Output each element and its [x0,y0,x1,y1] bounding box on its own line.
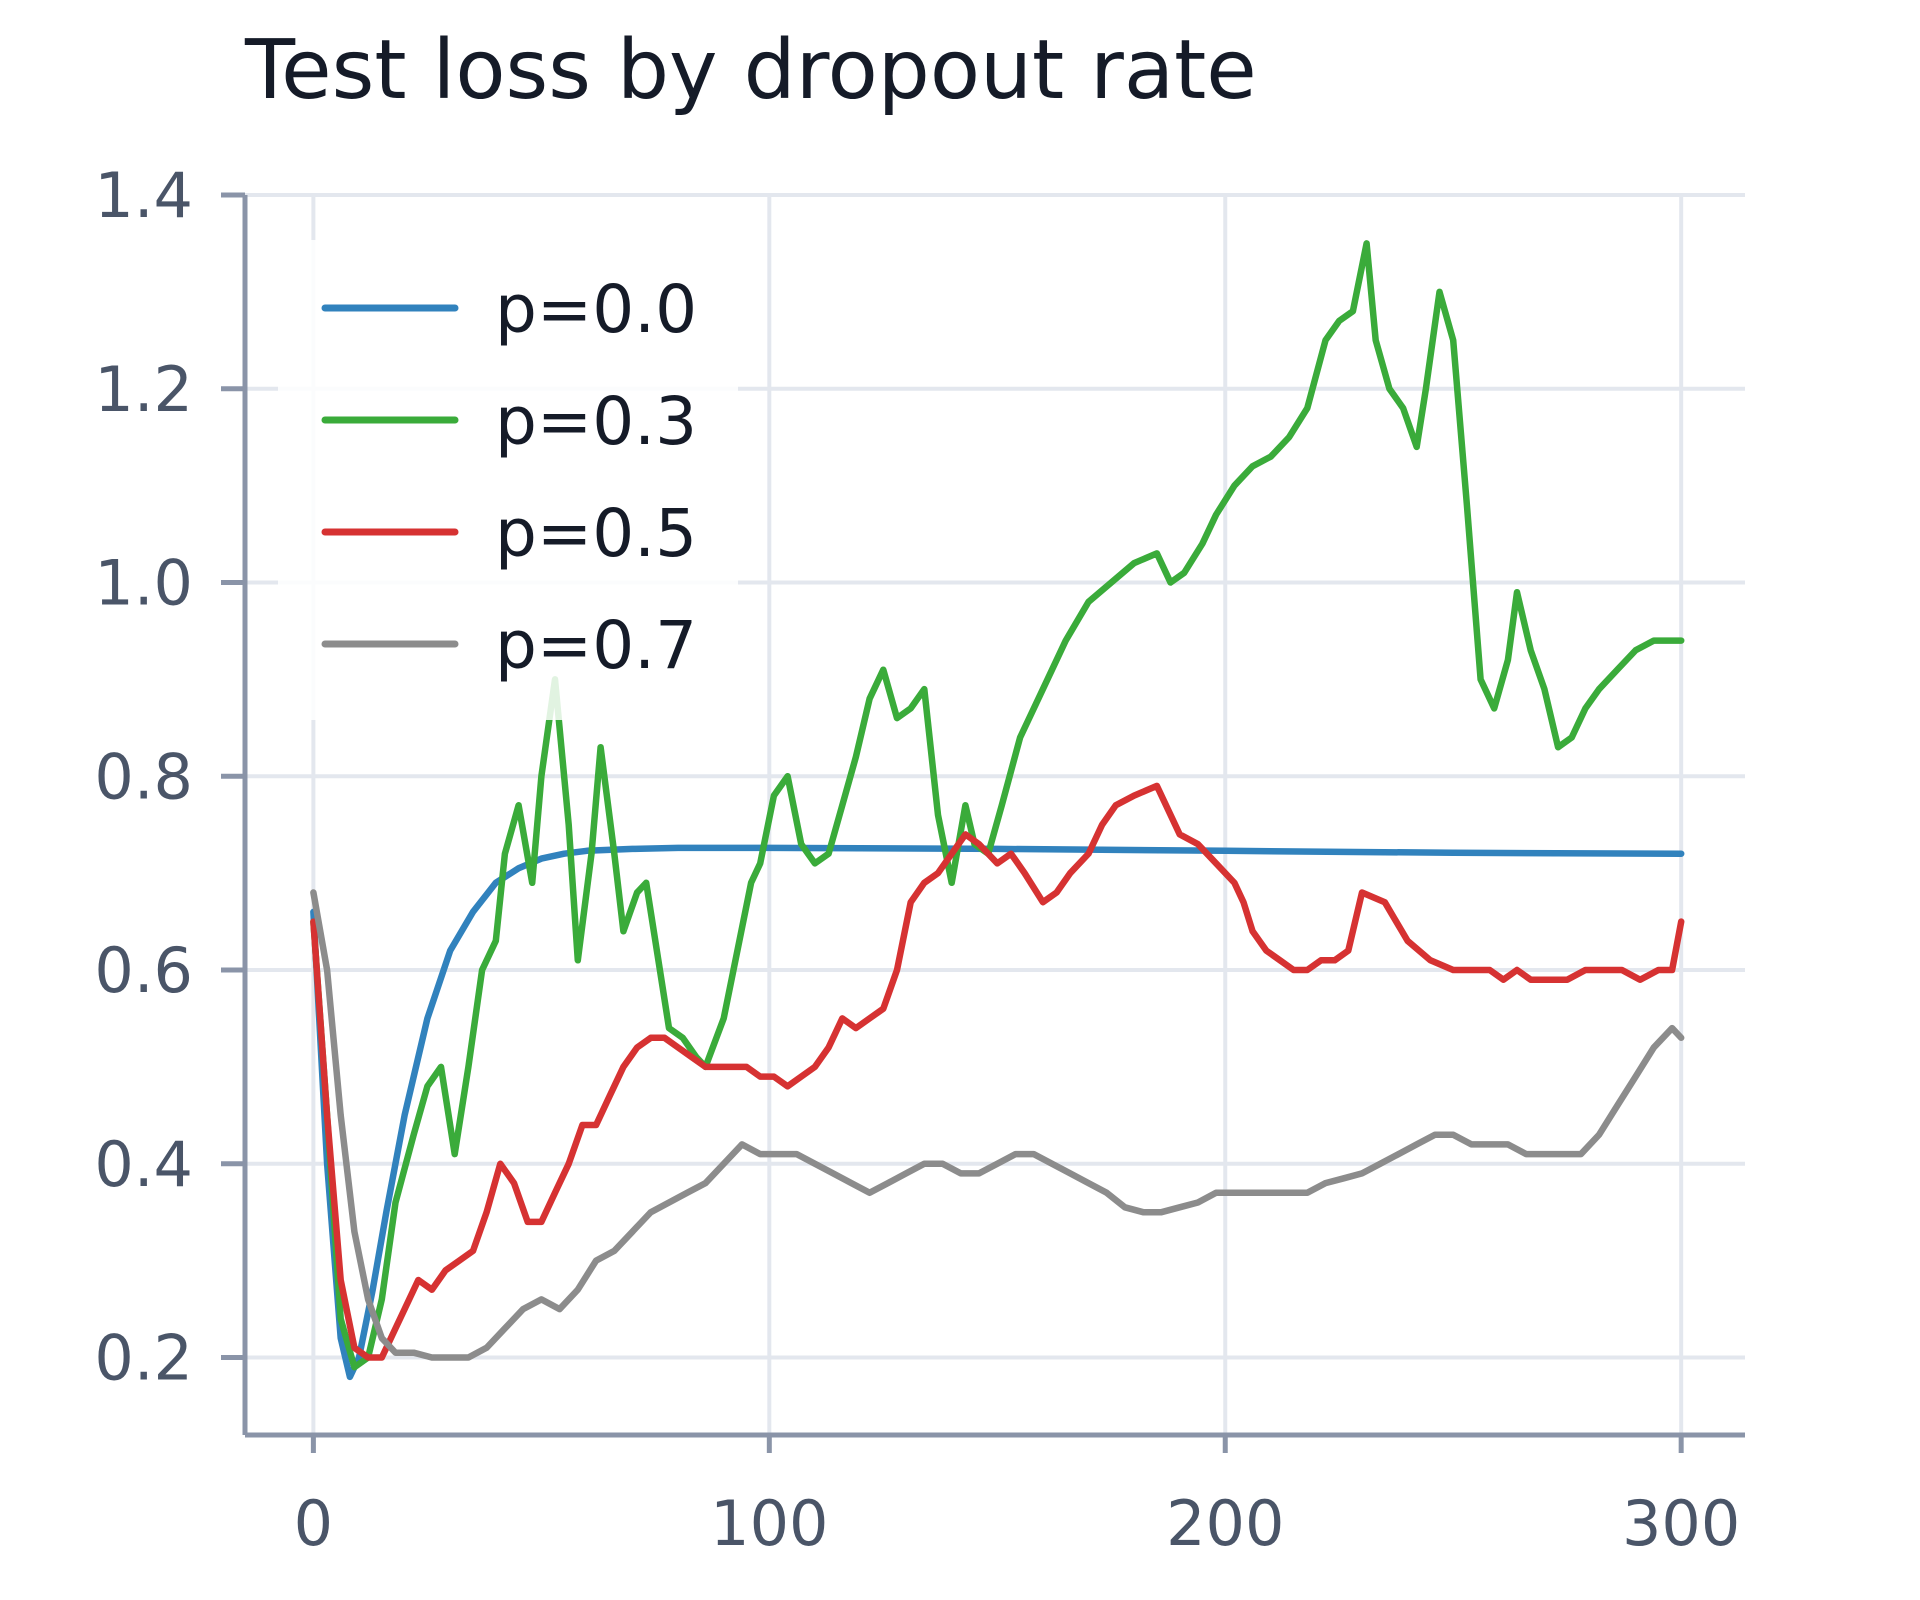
series-line-p=0.0 [310,844,1685,1381]
y-tick-label: 1.4 [94,159,193,232]
chart-title: Test loss by dropout rate [244,23,1257,118]
series-lines [310,240,1685,1381]
x-tick-label: 100 [710,1487,828,1560]
y-tick-label: 1.2 [94,353,193,426]
y-tick-label: 0.8 [94,740,193,813]
legend-label: p=0.0 [495,271,697,348]
y-tick-label: 0.2 [94,1322,193,1395]
legend-label: p=0.7 [495,607,697,684]
x-axis-ticks: 0 100 200 300 [294,1435,1740,1560]
x-tick-label: 0 [294,1487,333,1560]
x-tick-label: 300 [1622,1487,1740,1560]
series-line-p=0.7 [310,889,1685,1361]
axes [242,195,1745,1438]
series-line-p=0.3 [310,240,1685,1371]
y-axis-ticks: 0.2 0.4 0.6 0.8 1.0 1.2 1.4 [94,159,245,1395]
y-tick-label: 0.6 [94,934,193,1007]
legend-box [278,240,738,720]
legend-label: p=0.3 [495,383,697,460]
legend: p=0.0 p=0.3 p=0.5 p=0.7 [278,240,738,720]
y-tick-label: 1.0 [94,547,193,620]
legend-label: p=0.5 [495,495,697,572]
x-tick-label: 200 [1166,1487,1284,1560]
y-tick-label: 0.4 [94,1128,193,1201]
series-line-p=0.5 [310,782,1685,1361]
